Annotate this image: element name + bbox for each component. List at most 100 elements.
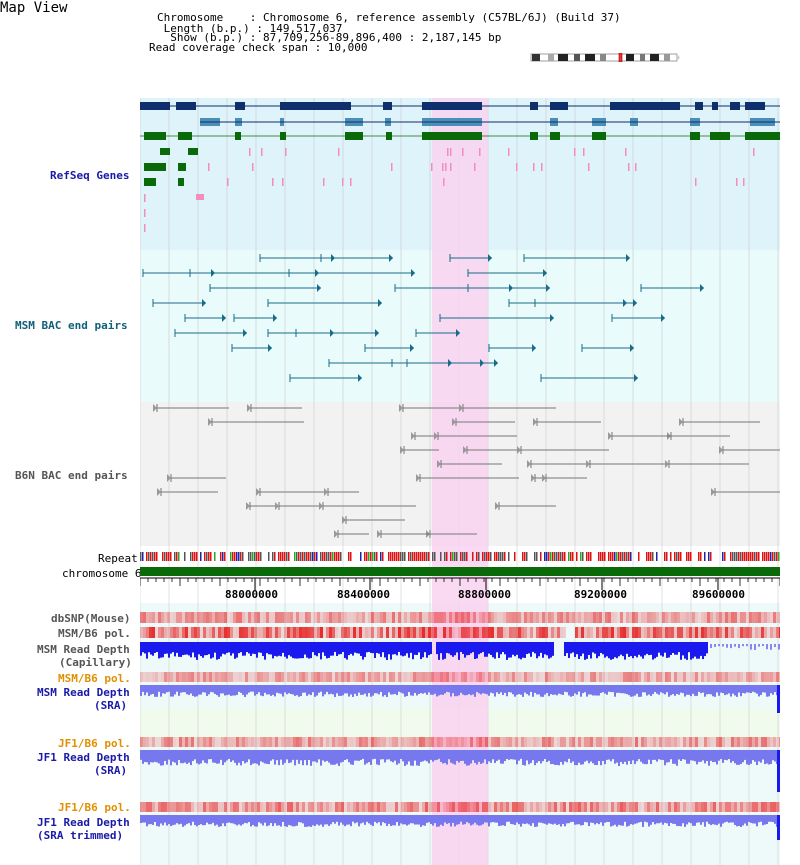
read-depth-tracks[interactable] [140, 642, 780, 840]
polymorphism-cell [515, 612, 518, 623]
track-label-msm-b6-pol[interactable]: MSM/B6 pol. [58, 627, 131, 640]
depth-bar [608, 750, 610, 760]
track-label-dbsnp[interactable]: dbSNP(Mouse) [51, 612, 131, 625]
depth-bar [760, 815, 762, 822]
polymorphism-cell [587, 737, 590, 747]
depth-bar [656, 642, 658, 657]
refseq-gene-track[interactable] [140, 102, 780, 232]
polymorphism-cell [656, 802, 659, 812]
polymorphism-cell [248, 627, 251, 638]
polymorphism-cell [392, 612, 395, 623]
depth-bar [702, 642, 704, 660]
pink-mark [338, 148, 340, 156]
depth-bar [242, 815, 244, 825]
depth-bar [356, 750, 358, 761]
highlight-region[interactable] [432, 98, 488, 865]
track-label-jf1-depth-trim[interactable]: JF1 Read Depth [37, 816, 130, 829]
repeat-mark [752, 552, 754, 561]
polymorphism-cell [155, 672, 158, 682]
repeat-mark [534, 552, 536, 561]
depth-bar [470, 815, 472, 826]
depth-bar [338, 685, 340, 696]
repeat-mark [628, 552, 630, 561]
polymorphism-cell [263, 612, 266, 623]
polymorphism-cell [353, 672, 356, 682]
depth-bar [354, 815, 356, 824]
depth-bar [222, 642, 224, 654]
depth-bar [478, 815, 480, 826]
polymorphism-cell [338, 627, 341, 638]
polymorphism-cell [473, 802, 476, 812]
depth-bar [754, 644, 756, 650]
depth-bar [318, 750, 320, 760]
repeat-mark [610, 552, 612, 561]
msm-bac-track[interactable] [142, 254, 704, 382]
depth-bar [620, 642, 622, 655]
depth-bar [314, 642, 316, 656]
polymorphism-cell [233, 612, 236, 623]
depth-bar [176, 815, 178, 824]
track-label-b6n-bac[interactable]: B6N BAC end pairs [15, 469, 128, 482]
repeat-mark [422, 552, 424, 561]
polymorphism-cell [533, 737, 536, 747]
depth-bar [228, 750, 230, 759]
depth-bar [176, 642, 178, 653]
polymorphism-cell [755, 672, 758, 682]
polymorphism-cell [404, 627, 407, 638]
depth-bar [530, 685, 532, 692]
track-label-msm-b6-pol-sra[interactable]: MSM/B6 pol. [58, 672, 131, 685]
depth-bar [414, 642, 416, 655]
depth-bar [202, 642, 204, 658]
track-label-jf1-b6-pol-trim[interactable]: JF1/B6 pol. [58, 801, 131, 814]
polymorphism-cell [425, 802, 428, 812]
track-label-jf1-depth-sra[interactable]: JF1 Read Depth [37, 751, 130, 764]
depth-bar [338, 815, 340, 826]
depth-bar [150, 642, 152, 655]
polymorphism-cell [713, 737, 716, 747]
polymorphism-cell [380, 737, 383, 747]
polymorphism-cell [758, 612, 761, 623]
repeat-track[interactable] [140, 552, 780, 561]
track-label-repeat[interactable]: Repeat [98, 552, 138, 565]
depth-bar [710, 750, 712, 761]
polymorphism-cell [575, 802, 578, 812]
polymorphism-cell [623, 612, 626, 623]
depth-bar [754, 815, 756, 824]
depth-bar [658, 815, 660, 824]
polymorphism-cell [302, 672, 305, 682]
polymorphism-cell [680, 737, 683, 747]
track-label-msm-depth-capillary[interactable]: MSM Read Depth [37, 643, 130, 656]
polymorphism-cell [275, 802, 278, 812]
track-label-msm-depth-sra[interactable]: MSM Read Depth [37, 686, 130, 699]
repeat-mark [190, 552, 192, 561]
track-label-jf1-b6-pol[interactable]: JF1/B6 pol. [58, 737, 131, 750]
repeat-mark [548, 552, 550, 561]
polymorphism-cell [521, 672, 524, 682]
depth-bar [260, 750, 262, 762]
depth-bar [302, 685, 304, 693]
chromosome-ideogram[interactable] [530, 53, 680, 62]
depth-bar [194, 815, 196, 826]
polymorphism-cell [494, 737, 497, 747]
depth-bar [250, 642, 252, 656]
polymorphism-cell [611, 802, 614, 812]
polymorphism-cell [602, 612, 605, 623]
track-label-msm-bac[interactable]: MSM BAC end pairs [15, 319, 128, 332]
depth-bar [544, 815, 546, 824]
polymorphism-cell [296, 627, 299, 638]
repeat-mark [332, 552, 334, 561]
polymorphism-cell [149, 627, 152, 638]
depth-bar [538, 685, 540, 695]
polymorphism-cell [770, 802, 773, 812]
polymorphism-cell [377, 802, 380, 812]
polymorphism-cell [215, 737, 218, 747]
polymorphism-tracks[interactable] [140, 612, 780, 812]
polymorphism-cell [428, 737, 431, 747]
genome-browser-panel[interactable] [140, 98, 780, 865]
polymorphism-cell [449, 627, 452, 638]
track-label-refseq[interactable]: RefSeq Genes [50, 169, 130, 182]
polymorphism-cell [224, 802, 227, 812]
gene-block [178, 163, 186, 171]
polymorphism-cell [656, 627, 659, 638]
b6n-bac-track[interactable] [153, 404, 780, 538]
